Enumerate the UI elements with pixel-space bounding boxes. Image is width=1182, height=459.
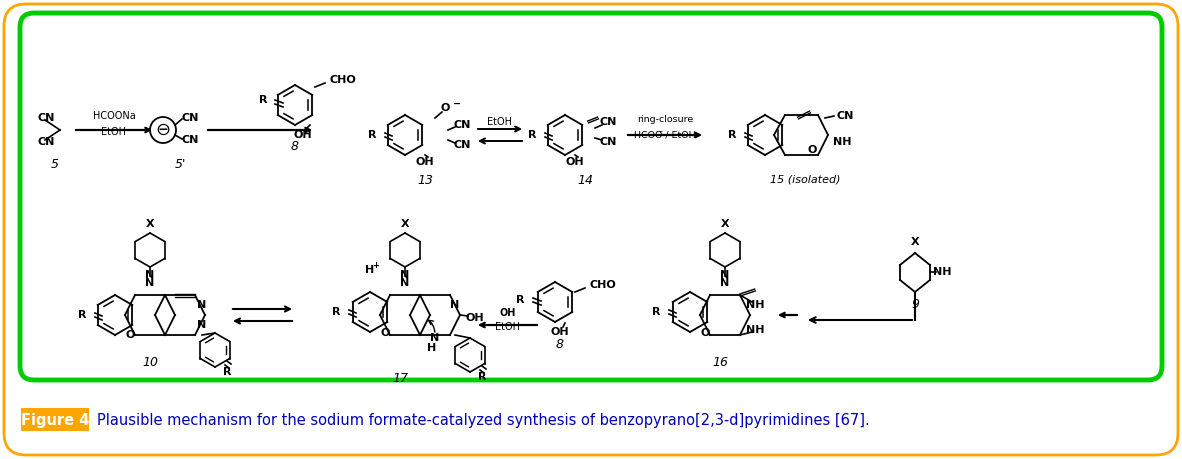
Text: CHO: CHO: [330, 75, 357, 85]
Text: R: R: [478, 372, 486, 382]
Text: NH: NH: [933, 267, 952, 277]
Text: O: O: [807, 145, 817, 155]
Text: X: X: [145, 219, 155, 229]
Text: ring-closure: ring-closure: [637, 116, 693, 124]
Text: R: R: [332, 307, 340, 317]
Text: 8: 8: [291, 140, 299, 153]
FancyBboxPatch shape: [4, 4, 1178, 455]
Text: OH: OH: [416, 157, 434, 167]
Text: 9: 9: [911, 298, 918, 312]
Text: R: R: [515, 295, 525, 305]
Text: N: N: [450, 300, 460, 310]
Text: N: N: [720, 270, 729, 280]
Text: Figure 4: Figure 4: [21, 413, 89, 427]
Text: OH: OH: [551, 327, 570, 337]
Text: 10: 10: [142, 356, 158, 369]
Text: R: R: [651, 307, 661, 317]
Text: CN: CN: [37, 113, 54, 123]
Text: 13: 13: [417, 174, 433, 186]
Text: OH: OH: [293, 130, 312, 140]
Text: HCOONa: HCOONa: [92, 111, 136, 121]
Text: OH: OH: [466, 313, 485, 323]
Text: OH: OH: [500, 308, 517, 318]
Text: R: R: [527, 130, 537, 140]
Text: CHO: CHO: [590, 280, 617, 290]
Text: N: N: [197, 300, 207, 310]
Text: CN: CN: [599, 137, 617, 147]
Text: 5: 5: [51, 158, 59, 172]
Text: EtOH: EtOH: [487, 117, 513, 127]
Text: H: H: [365, 265, 375, 275]
Text: 15 (isolated): 15 (isolated): [769, 175, 840, 185]
Text: 17: 17: [392, 371, 408, 385]
Text: −: −: [453, 99, 461, 109]
Text: ⊖: ⊖: [156, 121, 170, 139]
Text: CN: CN: [181, 135, 199, 145]
Text: 14: 14: [577, 174, 593, 186]
Text: CN: CN: [454, 140, 470, 150]
Text: X: X: [721, 219, 729, 229]
Text: X: X: [401, 219, 409, 229]
Text: 16: 16: [712, 356, 728, 369]
Text: EtOH: EtOH: [495, 322, 520, 332]
Text: +: +: [372, 261, 379, 269]
Text: H: H: [428, 343, 436, 353]
FancyBboxPatch shape: [21, 408, 89, 431]
Text: N: N: [720, 278, 729, 288]
Text: EtOH: EtOH: [102, 127, 126, 137]
Text: R: R: [78, 310, 86, 320]
FancyBboxPatch shape: [20, 13, 1162, 380]
Text: O: O: [700, 328, 709, 338]
Text: NH: NH: [746, 325, 765, 335]
Text: N: N: [145, 270, 155, 280]
Text: R: R: [368, 130, 376, 140]
Text: O: O: [441, 103, 449, 113]
Text: N: N: [145, 278, 155, 288]
Text: OH: OH: [566, 157, 584, 167]
Text: X: X: [910, 237, 920, 247]
Text: NH: NH: [833, 137, 851, 147]
Text: CN: CN: [37, 137, 54, 147]
Text: CN: CN: [454, 120, 470, 130]
Text: N: N: [401, 270, 410, 280]
Text: N: N: [401, 278, 410, 288]
Text: 8: 8: [556, 337, 564, 351]
Text: Plausible mechanism for the sodium formate-catalyzed synthesis of benzopyrano[2,: Plausible mechanism for the sodium forma…: [97, 413, 870, 427]
Text: CN: CN: [181, 113, 199, 123]
Text: HCOO̅ / EtOH: HCOO̅ / EtOH: [635, 130, 696, 140]
Text: NH: NH: [746, 300, 765, 310]
Text: CN: CN: [837, 111, 853, 121]
Text: N: N: [197, 320, 207, 330]
Text: R: R: [728, 130, 736, 140]
Text: 5': 5': [174, 158, 186, 172]
Text: R: R: [259, 95, 267, 105]
Text: O: O: [381, 328, 390, 338]
Text: R: R: [222, 367, 232, 377]
Text: CN: CN: [599, 117, 617, 127]
Text: O: O: [125, 330, 135, 340]
Text: N: N: [430, 333, 440, 343]
